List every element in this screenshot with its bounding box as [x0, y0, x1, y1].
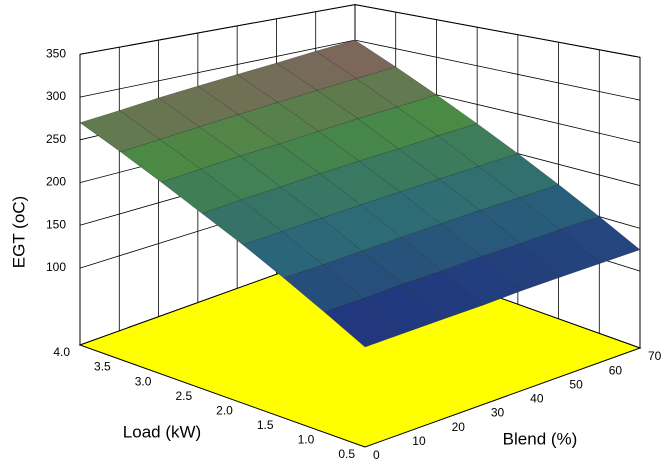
z-axis-label: EGT (oC): [9, 196, 28, 268]
surface-cell: [323, 298, 405, 348]
y-tick-label: 60: [609, 363, 623, 377]
z-tick-label: 250: [46, 132, 66, 146]
x-tick-label: 2.0: [216, 403, 233, 417]
y-tick-label: 0: [373, 448, 380, 462]
y-tick-label: 10: [412, 434, 426, 448]
z-tick-label: 200: [46, 175, 66, 189]
x-tick-label: 2.5: [175, 389, 192, 403]
y-axis-label: Blend (%): [503, 429, 578, 448]
x-axis-label: Load (kW): [123, 422, 201, 441]
x-tick-label: 3.5: [94, 360, 111, 374]
y-tick-label: 50: [569, 377, 583, 391]
y-tick-label: 20: [452, 420, 466, 434]
y-tick-label: 30: [491, 406, 505, 420]
labels: 1001502002503003500.51.01.52.02.53.03.54…: [46, 46, 662, 462]
y-tick-label: 40: [530, 392, 544, 406]
z-tick-label: 150: [46, 217, 66, 231]
x-tick-label: 0.5: [338, 447, 355, 461]
x-tick-label: 1.5: [257, 418, 274, 432]
y-tick-label: 70: [648, 349, 662, 363]
x-tick-label: 1.0: [298, 433, 315, 447]
x-tick-label: 4.0: [53, 345, 70, 359]
z-tick-label: 300: [46, 89, 66, 103]
surface: [79, 39, 641, 348]
z-tick-label: 350: [46, 46, 66, 60]
x-tick-label: 3.0: [135, 374, 152, 388]
z-tick-label: 100: [46, 260, 66, 274]
